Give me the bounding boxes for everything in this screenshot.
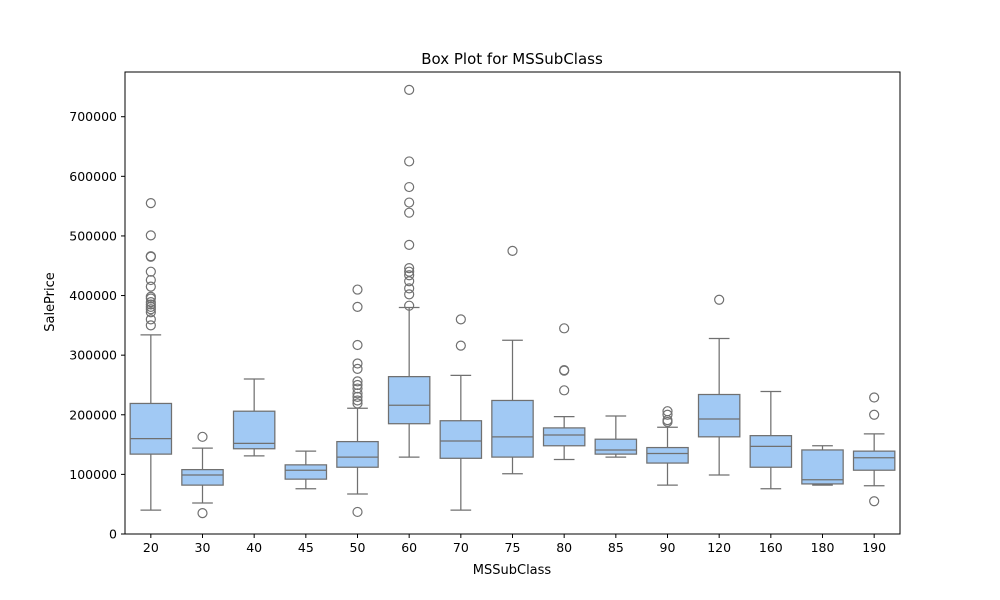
outlier-point [145,320,156,331]
outlier-point [145,297,156,308]
chart-title: Box Plot for MSSubClass [421,50,603,68]
outlier-point [145,266,156,277]
outlier-point [404,197,415,208]
outlier-point [145,281,156,292]
x-tick-label: 120 [707,540,731,555]
box-body [387,375,431,425]
outlier-point [404,84,415,95]
outlier-point [404,300,415,311]
outlier-point [559,323,570,334]
outlier-point [404,266,415,277]
outlier-point [352,395,363,406]
x-axis-label: MSSubClass [473,563,552,578]
box-body [232,410,276,450]
outlier-point [714,294,725,305]
box-body [491,399,534,458]
outlier-point [455,340,466,351]
outlier-point [352,391,363,402]
outlier-point [145,291,156,302]
x-tick-label: 45 [298,540,314,555]
x-tick-label: 70 [453,540,469,555]
outlier-point [145,307,156,318]
y-tick-label: 100000 [69,467,117,482]
box-body [852,450,896,471]
outlier-point [404,239,415,250]
x-tick-label: 20 [143,540,159,555]
outlier-point [404,263,415,274]
box-body [801,449,844,485]
outlier-point [869,409,880,420]
outlier-point [145,198,156,209]
x-tick-label: 40 [246,540,262,555]
x-tick-label: 180 [811,540,835,555]
box-body [336,440,379,468]
outlier-point [352,339,363,351]
outlier-point [197,508,208,519]
x-tick-label: 75 [505,540,521,555]
y-tick-label: 0 [109,527,117,542]
outlier-point [507,245,518,256]
y-tick-label: 200000 [69,407,117,422]
outlier-point [145,251,156,262]
outlier-point [145,314,156,325]
x-tick-label: 85 [608,540,624,555]
outlier-point [145,230,156,241]
y-tick-label: 400000 [69,288,117,303]
box-body [749,435,793,468]
box-body [594,438,638,455]
x-tick-label: 50 [350,540,366,555]
x-tick-label: 90 [660,540,676,555]
outlier-point [404,207,415,218]
x-tick-label: 60 [401,540,417,555]
outlier-point [869,496,880,507]
outlier-point [662,406,673,417]
y-tick-label: 700000 [69,109,117,124]
box-body [181,468,224,486]
box-body [646,446,689,464]
x-tick-label: 30 [195,540,211,555]
outlier-point [455,314,466,325]
outlier-point [404,156,415,167]
outlier-point [352,506,363,518]
box-body [542,427,586,447]
outlier-point [352,379,363,391]
x-tick-label: 160 [759,540,783,555]
box-body [284,464,328,480]
box-body [129,402,173,455]
y-axis-label: SalePrice [43,272,58,332]
box-body [439,420,483,459]
x-tick-label: 80 [556,540,572,555]
outlier-point [404,181,415,193]
y-tick-label: 500000 [69,228,117,243]
outlier-point [352,398,363,409]
outlier-point [352,301,363,312]
outlier-point [559,364,570,376]
y-tick-label: 300000 [69,348,117,363]
box-body [697,393,741,438]
plot-area: 0 100000 200000 300000 400000 500000 600000 700… [69,84,896,555]
y-tick-label: 600000 [69,169,117,184]
outlier-point [404,270,415,281]
plot-frame [124,71,901,535]
outlier-point [352,383,363,394]
outlier-point [352,363,363,374]
outlier-point [352,388,363,399]
outlier-point [404,283,415,294]
outlier-point [352,376,363,387]
outlier-point [352,284,363,295]
outlier-point [145,274,156,286]
outlier-point [197,431,208,442]
outlier-point [404,289,415,300]
x-tick-label: 190 [862,540,886,555]
outlier-point [559,385,570,396]
outlier-point [662,409,673,420]
outlier-point [352,358,363,369]
outlier-point [869,392,880,403]
